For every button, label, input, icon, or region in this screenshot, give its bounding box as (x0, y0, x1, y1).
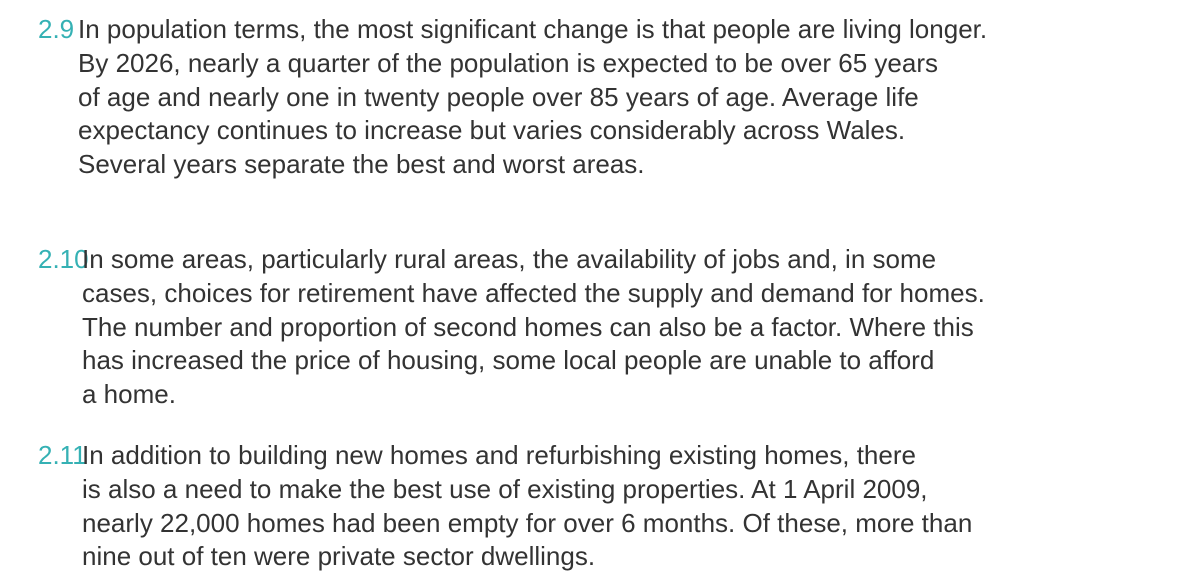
paragraph-line: By 2026, nearly a quarter of the populat… (78, 47, 938, 78)
paragraph-line: nine out of ten were private sector dwel… (82, 541, 596, 572)
paragraph-line: of age and nearly one in twenty people o… (78, 81, 919, 112)
paragraph-line: In population terms, the most significan… (78, 14, 988, 44)
paragraph-line: expectancy continues to increase but var… (78, 115, 906, 146)
paragraph-number: 2.9 (38, 14, 75, 44)
paragraph-line: Several years separate the best and wors… (78, 149, 645, 180)
paragraph-line: In addition to building new homes and re… (82, 440, 916, 470)
paragraph-number: 2.11 (38, 440, 87, 470)
paragraph-line: a home. (82, 379, 176, 410)
paragraph-line: nearly 22,000 homes had been empty for o… (82, 507, 973, 538)
paragraph-line: cases, choices for retirement have affec… (82, 277, 985, 308)
paragraph-number: 2.10 (38, 244, 89, 274)
paragraph-line: is also a need to make the best use of e… (82, 473, 928, 504)
paragraph-line: has increased the price of housing, some… (82, 345, 935, 376)
paragraph-line: The number and proportion of second home… (82, 311, 974, 342)
paragraph-line: In some areas, particularly rural areas,… (82, 244, 937, 274)
